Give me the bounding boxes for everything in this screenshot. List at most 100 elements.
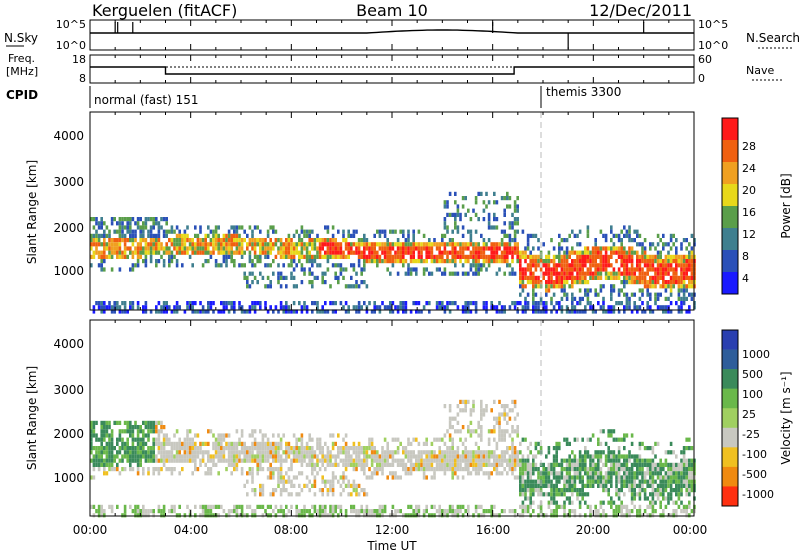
velocity-cell — [586, 450, 590, 455]
power-cell — [292, 267, 296, 272]
velocity-cell — [659, 488, 662, 493]
velocity-cell — [105, 458, 109, 463]
power-cell — [412, 229, 415, 234]
velocity-cell — [199, 513, 202, 518]
power-cell — [402, 250, 405, 255]
power-cell — [103, 309, 106, 314]
power-cell — [550, 280, 553, 285]
velocity-cell — [599, 467, 603, 472]
velocity-cell — [513, 513, 517, 518]
power-cell — [103, 250, 106, 255]
velocity-cell — [610, 462, 613, 467]
velocity-cell — [251, 441, 254, 446]
power-cell — [126, 225, 129, 230]
power-cell — [487, 221, 491, 226]
power-cell — [690, 284, 694, 289]
power-cell — [97, 305, 101, 310]
velocity-cell — [511, 509, 514, 514]
velocity-cell — [251, 471, 254, 476]
velocity-cell — [425, 504, 428, 509]
velocity-cell — [407, 513, 410, 518]
velocity-cell — [420, 454, 423, 459]
velocity-cell — [300, 471, 304, 476]
power-cell — [266, 246, 270, 251]
velocity-cell — [578, 462, 582, 467]
power-cell — [417, 259, 421, 264]
power-cell — [451, 271, 454, 276]
power-cell — [269, 250, 272, 255]
velocity-ytick-4000: 4000 — [53, 337, 84, 351]
velocity-cell — [264, 441, 267, 446]
velocity-cell — [261, 467, 265, 472]
power-cell — [599, 263, 603, 268]
power-cell — [519, 284, 522, 289]
power-cell — [633, 250, 636, 255]
velocity-cell — [412, 437, 415, 442]
velocity-cell — [604, 454, 608, 459]
velocity-cell — [537, 504, 540, 509]
velocity-cell — [532, 471, 535, 476]
velocity-cell — [428, 454, 431, 459]
power-cell — [152, 217, 155, 222]
power-cell — [230, 225, 233, 230]
power-cell — [482, 305, 486, 310]
velocity-cell — [565, 467, 569, 472]
power-cell — [599, 246, 603, 251]
velocity-cell — [467, 399, 470, 404]
velocity-cell — [409, 462, 413, 467]
velocity-cell — [160, 467, 163, 472]
power-cell — [308, 233, 311, 238]
velocity-cell — [129, 450, 132, 455]
velocity-cell — [178, 458, 181, 463]
velocity-cell — [617, 458, 621, 463]
velocity-cell — [459, 454, 462, 459]
velocity-cell — [230, 441, 233, 446]
velocity-cell — [480, 429, 483, 434]
power-cell — [599, 275, 603, 280]
velocity-cell — [337, 446, 340, 451]
velocity-cell — [498, 433, 501, 438]
power-cell — [646, 267, 649, 272]
power-cell — [441, 233, 444, 238]
velocity-cell — [272, 488, 275, 493]
velocity-cell — [513, 509, 517, 514]
power-cell — [126, 238, 129, 243]
power-cell — [620, 271, 623, 276]
power-cell — [594, 292, 597, 297]
power-cell — [381, 259, 384, 264]
power-cell — [547, 280, 551, 285]
power-cell — [669, 254, 673, 259]
power-cell — [576, 309, 579, 314]
power-cell — [461, 242, 465, 247]
power-cell — [513, 208, 517, 213]
velocity-cell — [253, 429, 257, 434]
power-cell — [516, 309, 519, 314]
power-cell — [474, 259, 478, 264]
velocity-cell — [623, 446, 626, 451]
velocity-cell — [139, 509, 142, 514]
power-cell — [495, 309, 499, 314]
velocity-cell — [279, 454, 283, 459]
velocity-cell — [126, 458, 129, 463]
velocity-cell — [350, 492, 353, 497]
power-cell — [295, 309, 298, 314]
velocity-cell — [675, 479, 678, 484]
velocity-cell — [633, 458, 636, 463]
power-cell — [685, 267, 688, 272]
velocity-cell — [344, 475, 348, 480]
power-cell — [287, 250, 291, 255]
velocity-cell — [155, 420, 158, 425]
power-cell — [279, 250, 283, 255]
power-cell — [503, 242, 506, 247]
velocity-cell — [207, 454, 210, 459]
power-cell — [339, 271, 343, 276]
xtick-0400: 04:00 — [174, 523, 209, 537]
power-cell — [201, 263, 205, 268]
power-cell — [565, 292, 569, 297]
power-cell — [675, 254, 678, 259]
velocity-cell — [360, 488, 363, 493]
power-cell — [656, 275, 660, 280]
velocity-cell — [573, 471, 577, 476]
velocity-cell — [285, 446, 288, 451]
power-cell — [383, 246, 387, 251]
